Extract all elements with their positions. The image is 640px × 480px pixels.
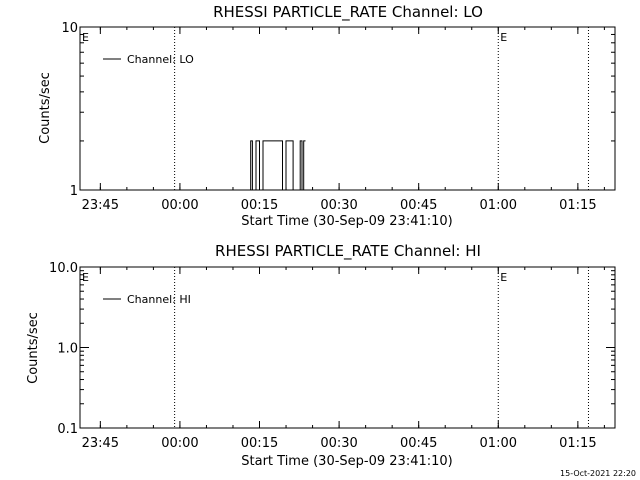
- timestamp-footer: 15-Oct-2021 22:20: [560, 469, 636, 478]
- panel-hi: RHESSI PARTICLE_RATE Channel: HI Counts/…: [26, 242, 616, 469]
- x-tick-label: 00:45: [400, 436, 437, 451]
- x-axis-label-lo: Start Time (30-Sep-09 23:41:10): [241, 214, 452, 229]
- x-tick-label: 01:15: [559, 436, 596, 451]
- x-tick-label: 01:00: [480, 198, 517, 213]
- y-tick-label: 10.0: [49, 261, 78, 276]
- y-axis-label-hi: Counts/sec: [26, 312, 41, 384]
- event-marker-label: E: [82, 271, 89, 284]
- x-tick-label: 23:45: [82, 198, 119, 213]
- panel-lo: RHESSI PARTICLE_RATE Channel: LO Counts/…: [38, 3, 616, 229]
- chart-title-hi: RHESSI PARTICLE_RATE Channel: HI: [215, 242, 481, 261]
- plot-frame-hi: [79, 266, 616, 429]
- chart-title-lo: RHESSI PARTICLE_RATE Channel: LO: [213, 3, 483, 22]
- event-marker-label: E: [82, 31, 89, 44]
- x-tick-label: 01:00: [480, 436, 517, 451]
- x-tick-label: 00:15: [241, 436, 278, 451]
- legend-lo: Channel: LO: [103, 53, 194, 66]
- y-tick-label: 10: [61, 21, 78, 36]
- y-tick-label: 0.1: [57, 422, 78, 437]
- x-axis-label-hi: Start Time (30-Sep-09 23:41:10): [241, 454, 452, 469]
- x-tick-label: 23:45: [82, 436, 119, 451]
- legend-label-hi: Channel: HI: [127, 293, 191, 306]
- event-marker-label: E: [500, 31, 507, 44]
- x-tick-label: 00:30: [320, 436, 357, 451]
- event-marker-label: E: [500, 271, 507, 284]
- plot-frame-lo: [79, 26, 616, 191]
- x-tick-label: 00:15: [241, 198, 278, 213]
- x-tick-label: 00:00: [161, 198, 198, 213]
- y-tick-label: 1: [70, 184, 78, 199]
- y-axis-label-lo: Counts/sec: [38, 72, 53, 144]
- x-tick-label: 00:30: [320, 198, 357, 213]
- legend-label-lo: Channel: LO: [127, 53, 194, 66]
- y-tick-label: 1.0: [57, 342, 78, 357]
- legend-hi: Channel: HI: [103, 293, 191, 306]
- x-tick-label: 00:45: [400, 198, 437, 213]
- x-tick-label: 00:00: [161, 436, 198, 451]
- ticks-hi: 23:45 00:00 00:15 00:30 00:45 01:00 01:15 0.1 1.…: [49, 261, 615, 451]
- x-tick-label: 01:15: [559, 198, 596, 213]
